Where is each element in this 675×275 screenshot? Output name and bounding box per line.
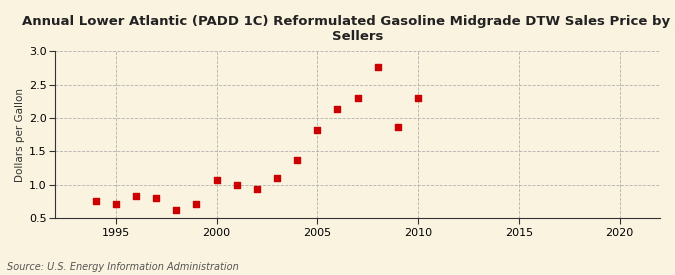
Point: [312, 128, 323, 132]
Point: [90, 199, 101, 203]
Point: [393, 125, 404, 130]
Point: [373, 65, 383, 69]
Point: [110, 201, 121, 206]
Point: [352, 96, 363, 100]
Point: [412, 96, 423, 100]
Title: Annual Lower Atlantic (PADD 1C) Reformulated Gasoline Midgrade DTW Sales Price b: Annual Lower Atlantic (PADD 1C) Reformul…: [22, 15, 675, 43]
Point: [251, 187, 262, 191]
Point: [191, 201, 202, 206]
Point: [271, 176, 282, 180]
Y-axis label: Dollars per Gallon: Dollars per Gallon: [15, 88, 25, 182]
Point: [211, 178, 222, 182]
Text: Source: U.S. Energy Information Administration: Source: U.S. Energy Information Administ…: [7, 262, 238, 272]
Point: [171, 208, 182, 213]
Point: [232, 183, 242, 187]
Point: [332, 107, 343, 112]
Point: [130, 193, 141, 198]
Point: [151, 196, 161, 200]
Point: [292, 158, 302, 162]
